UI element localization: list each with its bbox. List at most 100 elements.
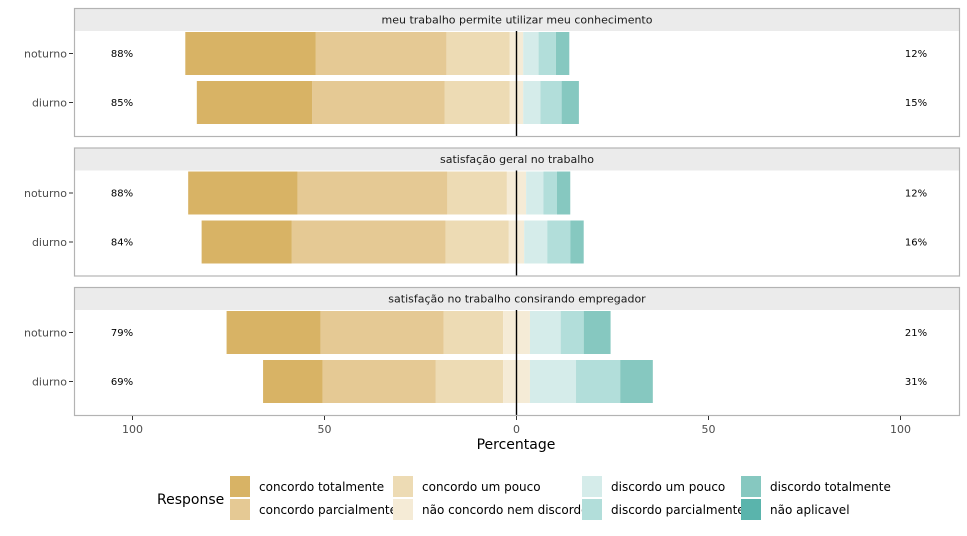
panel-border [73, 7, 961, 138]
legend-label: discordo um pouco [611, 480, 725, 494]
right-percentage: 16% [905, 238, 927, 249]
panel-border [73, 147, 961, 277]
legend-swatch [741, 476, 761, 497]
facet-strip [74, 287, 960, 310]
legend-swatch [582, 476, 602, 497]
bar-segment [529, 360, 577, 403]
facet-title: satisfação no trabalho consirando empreg… [388, 293, 646, 306]
facet-title: meu trabalho permite utilizar meu conhec… [382, 14, 653, 27]
bar-segment [322, 360, 436, 403]
facet-title: satisfação geral no trabalho [440, 153, 594, 166]
right-percentage: 15% [905, 98, 927, 109]
legend-title: Response [157, 492, 224, 508]
bar-segment [196, 81, 313, 124]
bar-segment [576, 360, 621, 403]
bar-segment [570, 220, 584, 264]
right-percentage: 12% [905, 49, 927, 60]
y-axis-label: noturno [24, 187, 67, 200]
right-percentage: 21% [905, 328, 927, 339]
x-axis-title: Percentage [477, 437, 556, 453]
bar-row: 69% 31% diurno [32, 360, 927, 403]
bar-segment [523, 32, 539, 75]
x-axis: 100 50 0 50 100 [122, 416, 911, 436]
bar-row: 88% 12% noturno [24, 171, 927, 215]
legend-item: discordo parcialmente [582, 499, 745, 520]
x-tick-label: 100 [890, 423, 911, 436]
panel-border [73, 286, 961, 417]
x-tick-label: 50 [702, 423, 716, 436]
bar-row: 85% 15% diurno [32, 81, 927, 124]
legend: Response concordo totalmente concordo par… [157, 476, 891, 520]
bar-row: 79% 21% noturno [24, 311, 927, 354]
bar-segment [560, 311, 584, 354]
legend-swatch [393, 476, 413, 497]
legend-label: não aplicavel [770, 503, 850, 517]
bar-segment [226, 311, 321, 354]
facet-strip [74, 147, 960, 171]
x-tick-label: 50 [318, 423, 332, 436]
y-axis-label: noturno [24, 327, 67, 340]
bar-row: 84% 16% diurno [32, 220, 927, 264]
y-axis-label: diurno [32, 97, 67, 110]
bar-segment [547, 220, 571, 264]
legend-label: concordo parcialmente [259, 503, 397, 517]
legend-swatch [230, 476, 250, 497]
legend-label: discordo parcialmente [611, 503, 745, 517]
legend-label: concordo um pouco [422, 480, 541, 494]
bar-segment [446, 32, 510, 75]
legend-item: discordo totalmente [741, 476, 891, 497]
bar-segment [524, 220, 548, 264]
legend-label: discordo totalmente [770, 480, 891, 494]
left-percentage: 69% [111, 377, 133, 388]
facet-strip [74, 8, 960, 31]
bar-segment [543, 171, 557, 215]
left-percentage: 79% [111, 328, 133, 339]
facet-panel: meu trabalho permite utilizar meu conhec… [24, 7, 961, 138]
facet-panel: satisfação geral no trabalho 88% 12% noturn… [24, 147, 961, 277]
bar-segment [201, 220, 292, 264]
legend-item: concordo parcialmente [230, 499, 397, 520]
legend-item: concordo totalmente [230, 476, 384, 497]
legend-label: não concordo nem discordo [422, 503, 588, 517]
bar-segment [445, 220, 509, 264]
bar-segment [435, 360, 504, 403]
y-axis-label: diurno [32, 376, 67, 389]
legend-item: concordo um pouco [393, 476, 541, 497]
left-percentage: 88% [111, 49, 133, 60]
x-tick-label: 100 [122, 423, 143, 436]
legend-item: não concordo nem discordo [393, 499, 588, 520]
bar-segment [561, 81, 579, 124]
bar-segment [583, 311, 611, 354]
legend-swatch [741, 499, 761, 520]
y-axis-label: noturno [24, 48, 67, 61]
bar-segment [291, 220, 446, 264]
legend-item: não aplicavel [741, 499, 850, 520]
bar-segment [526, 171, 544, 215]
bar-segment [555, 32, 570, 75]
legend-item: discordo um pouco [582, 476, 725, 497]
bar-segment [188, 171, 298, 215]
legend-swatch [582, 499, 602, 520]
bar-segment [540, 81, 562, 124]
bar-segment [556, 171, 571, 215]
bar-segment [529, 311, 561, 354]
bar-segment [620, 360, 653, 403]
bar-segment [444, 81, 510, 124]
bar-segment [315, 32, 447, 75]
bar-segment [312, 81, 445, 124]
bar-segment [538, 32, 556, 75]
bar-segment [447, 171, 507, 215]
facet-panel: satisfação no trabalho consirando empreg… [24, 286, 961, 417]
bar-segment [263, 360, 323, 403]
legend-label: concordo totalmente [259, 480, 384, 494]
bar-segment [443, 311, 504, 354]
bar-segment [523, 81, 541, 124]
legend-swatch [230, 499, 250, 520]
bar-segment [185, 32, 316, 75]
left-percentage: 85% [111, 98, 133, 109]
right-percentage: 31% [905, 377, 927, 388]
right-percentage: 12% [905, 189, 927, 200]
left-percentage: 88% [111, 189, 133, 200]
bar-segment [297, 171, 448, 215]
x-tick-label: 0 [513, 423, 520, 436]
